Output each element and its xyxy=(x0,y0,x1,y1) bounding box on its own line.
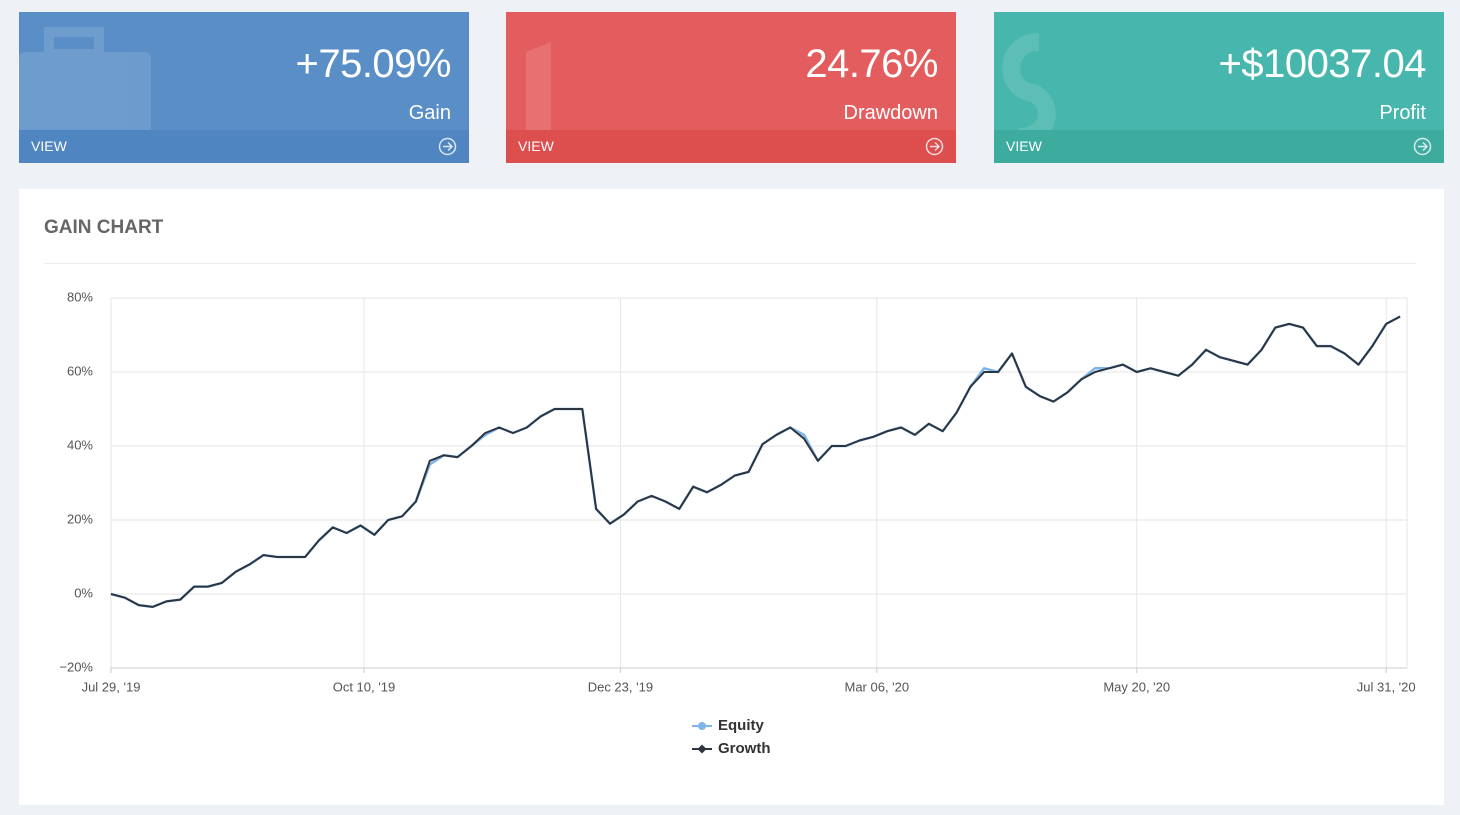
arrow-icon xyxy=(925,137,944,156)
y-tick-label: 60% xyxy=(67,363,93,378)
card-label: Drawdown xyxy=(843,102,938,124)
legend-marker xyxy=(697,744,707,754)
view-link[interactable]: VIEW xyxy=(994,130,1444,163)
legend-label: Equity xyxy=(718,717,764,734)
card-value: +75.09% xyxy=(295,42,451,86)
gain-card[interactable]: +75.09% Gain VIEW xyxy=(19,12,469,163)
x-tick-label: Mar 06, '20 xyxy=(844,679,909,694)
drawdown-card[interactable]: 24.76% Drawdown VIEW xyxy=(506,12,956,163)
x-tick-label: Jul 29, '19 xyxy=(82,679,141,694)
x-tick-label: Jul 31, '20 xyxy=(1357,679,1416,694)
y-tick-label: 40% xyxy=(67,437,93,452)
chart: GAIN CHART −20% 0% 20% 40% 60% 80% Jul 29, '19… xyxy=(44,217,1416,757)
legend-marker xyxy=(698,722,706,730)
icon xyxy=(1002,33,1056,142)
y-tick-label: 80% xyxy=(67,289,93,304)
icon xyxy=(19,27,151,142)
card-value: 24.76% xyxy=(805,42,938,86)
view-link[interactable]: VIEW xyxy=(506,130,956,163)
y-tick-label: −20% xyxy=(59,659,93,674)
x-tick-label: Oct 10, '19 xyxy=(333,679,395,694)
legend-label: Growth xyxy=(718,740,771,757)
profit-card[interactable]: +$10037.04 Profit VIEW xyxy=(994,12,1444,163)
y-tick-label: 20% xyxy=(67,511,93,526)
chart-title: GAIN CHART xyxy=(44,217,164,238)
x-tick-label: May 20, '20 xyxy=(1103,679,1170,694)
x-tick-label: Dec 23, '19 xyxy=(588,679,653,694)
series-line xyxy=(110,315,1401,609)
card-label: Gain xyxy=(408,102,451,124)
arrow-icon xyxy=(438,137,457,156)
card-value: +$10037.04 xyxy=(1218,42,1427,86)
series-line xyxy=(110,315,1401,608)
icon xyxy=(526,42,551,142)
card-label: Profit xyxy=(1379,102,1426,124)
view-link[interactable]: VIEW xyxy=(19,130,469,163)
y-tick-label: 0% xyxy=(74,585,93,600)
chart-panel: GAIN CHART −20% 0% 20% 40% 60% 80% Jul 29, '19… xyxy=(19,189,1444,805)
arrow-icon xyxy=(1413,137,1432,156)
